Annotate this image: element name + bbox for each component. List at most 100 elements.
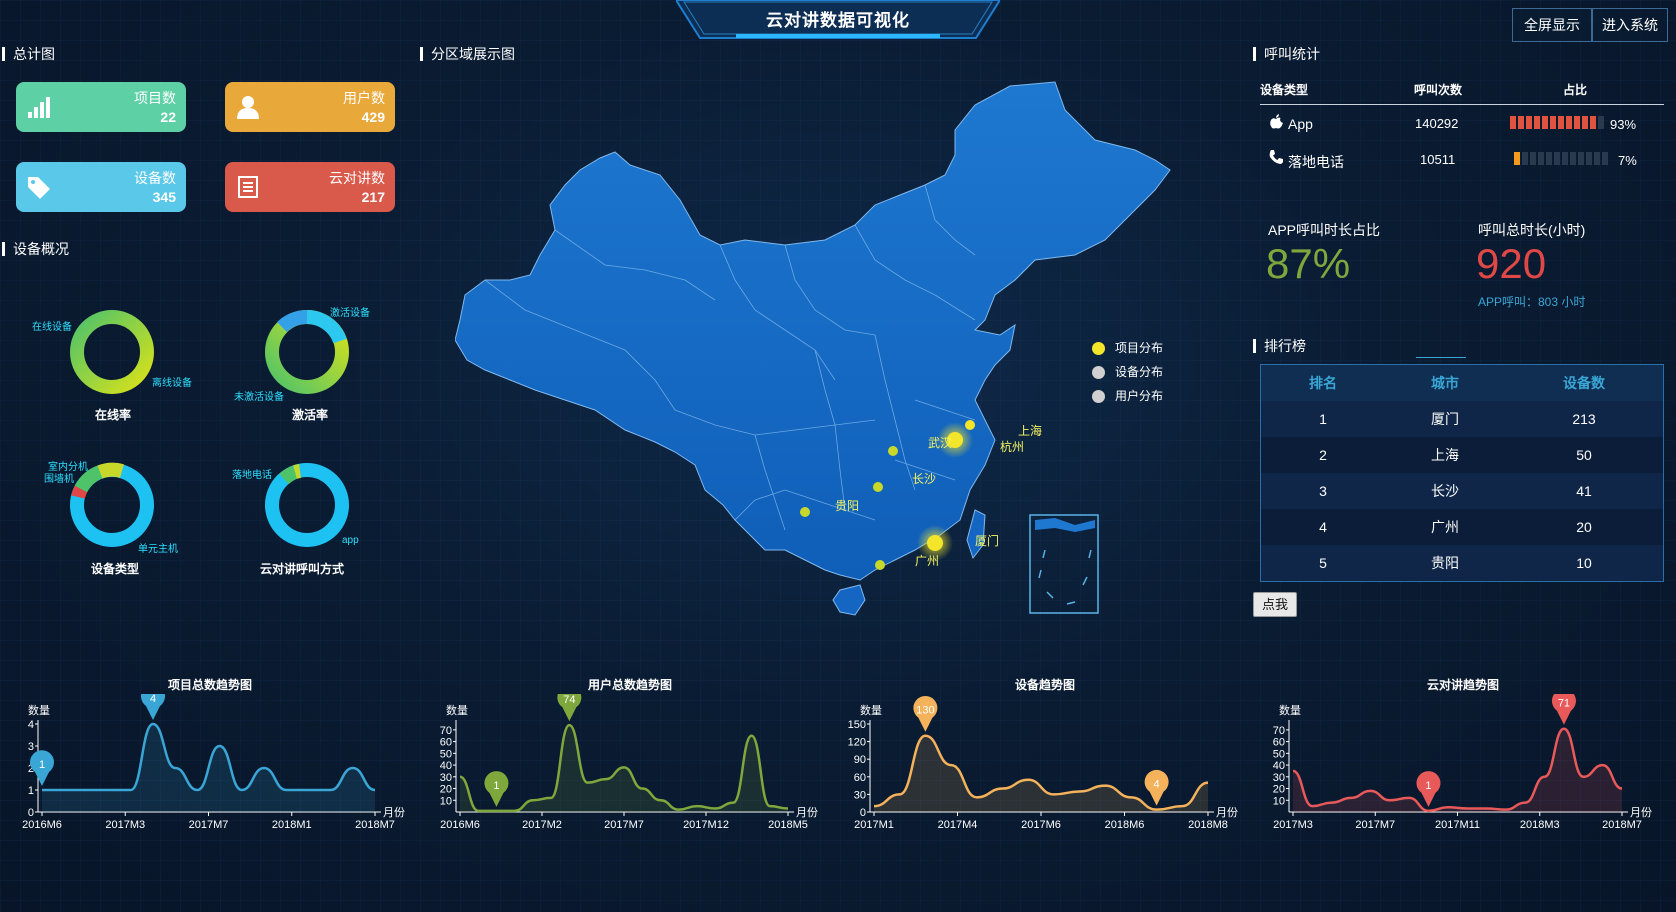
col-header-ratio: 占比	[1563, 83, 1588, 97]
legend-item-device[interactable]: 设备分布	[1092, 360, 1163, 384]
changsha-point[interactable]	[873, 482, 883, 492]
intercom-count-card[interactable]: 云对讲数 217	[225, 162, 395, 212]
map-section-title: 分区域展示图	[420, 47, 515, 61]
legend-item-user[interactable]: 用户分布	[1092, 384, 1163, 408]
col-header-type: 设备类型	[1260, 83, 1309, 97]
ranking-title: 排行榜	[1253, 339, 1306, 353]
fullscreen-button[interactable]: 全屏显示	[1512, 8, 1592, 42]
marker-label: 1	[39, 759, 45, 771]
xiamen-point[interactable]	[927, 535, 943, 551]
city-label-guiyang: 贵阳	[835, 499, 860, 513]
card-value: 429	[361, 109, 385, 125]
table-row[interactable]: 5 贵阳 10	[1261, 545, 1663, 581]
device-overview-title: 设备概况	[2, 242, 69, 256]
project-count-card[interactable]: 项目数 22	[16, 82, 186, 132]
card-value: 22	[160, 109, 176, 125]
china-map[interactable]	[455, 80, 1215, 670]
hainan-island	[832, 584, 866, 616]
x-tick-label: 2017M3	[1273, 819, 1313, 831]
ratio-bar-segment	[1598, 116, 1604, 129]
chart-title: 用户总数趋势图	[587, 678, 672, 692]
y-axis-label: 数量	[860, 704, 882, 717]
province-borders	[484, 184, 976, 531]
x-tick-label: 2017M2	[522, 819, 562, 831]
legend-dot	[1092, 389, 1105, 403]
series-line	[873, 734, 1209, 811]
x-tick-label: 2017M7	[1355, 819, 1395, 831]
donut-label: 室内分机	[48, 462, 88, 473]
device-count-card[interactable]: 设备数 345	[16, 162, 186, 212]
ratio-bar-segment	[1578, 152, 1584, 165]
ratio-bar-segment	[1530, 152, 1536, 165]
x-tick-label: 2017M1	[854, 819, 894, 831]
count-cell: 50	[1576, 447, 1592, 463]
marker-label: 74	[563, 694, 575, 706]
y-tick-label: 90	[854, 754, 866, 766]
y-tick-label: 70	[440, 725, 452, 737]
rank-cell: 3	[1319, 483, 1327, 499]
marker-pin	[141, 694, 165, 720]
marker-label: 1	[493, 780, 499, 792]
series-area	[874, 735, 1208, 812]
y-tick-label: 30	[854, 789, 866, 801]
marker-label: 4	[150, 694, 156, 705]
guangzhou-point[interactable]	[875, 560, 885, 570]
y-tick-label: 50	[440, 748, 452, 760]
card-label: 用户数	[343, 90, 385, 106]
donut-label: 落地电话	[232, 470, 272, 481]
app-ratio-label: APP呼叫时长占比	[1268, 222, 1381, 238]
guiyang-point[interactable]	[800, 507, 810, 517]
ratio-bar-segment	[1514, 152, 1520, 165]
wuhan-point[interactable]	[888, 446, 898, 456]
city-header: 城市	[1431, 375, 1459, 391]
user-icon	[237, 96, 259, 119]
x-axis-label: 月份	[383, 806, 405, 819]
table-row[interactable]: 1 厦门 213	[1261, 401, 1663, 437]
card-label: 云对讲数	[329, 170, 385, 186]
ratio-bar-segment	[1510, 116, 1516, 129]
shanghai-point[interactable]	[965, 420, 975, 430]
chart-title: 云对讲趋势图	[1426, 678, 1499, 692]
click-me-button[interactable]: 点我	[1253, 592, 1297, 617]
rank-cell: 1	[1319, 411, 1327, 427]
ratio-bar-segment	[1570, 152, 1576, 165]
y-tick-label: 70	[1273, 725, 1285, 737]
x-tick-label: 2016M6	[440, 819, 480, 831]
donut-label: app	[342, 535, 359, 546]
count-header: 设备数	[1563, 375, 1605, 391]
ratio-bar-segment	[1546, 152, 1552, 165]
table-row[interactable]: 2 上海 50	[1261, 437, 1663, 473]
user-count-card[interactable]: 用户数 429	[225, 82, 395, 132]
app-ratio-value: 87%	[1266, 240, 1351, 287]
y-tick-label: 150	[848, 719, 866, 731]
ratio-bar-segment	[1538, 152, 1544, 165]
x-tick-label: 2017M11	[1435, 819, 1480, 831]
marker-pin	[484, 771, 509, 807]
x-tick-label: 2017M4	[938, 819, 978, 831]
city-label-changsha: 长沙	[912, 472, 937, 486]
table-row[interactable]: 3 长沙 41	[1261, 473, 1663, 509]
ratio-bar-landline	[1514, 152, 1610, 165]
ratio-bar-segment	[1602, 152, 1608, 165]
legend-item-project[interactable]: 项目分布	[1092, 336, 1163, 360]
ratio-bar-segment	[1550, 116, 1556, 129]
x-tick-label: 2018M1	[272, 819, 312, 831]
y-tick-label: 10	[440, 795, 452, 807]
count-cell: 213	[1572, 411, 1596, 427]
enter-system-button[interactable]: 进入系统	[1592, 8, 1668, 42]
y-tick-label: 120	[848, 737, 866, 749]
apple-icon	[1270, 114, 1283, 129]
donut-label: 激活设备	[330, 308, 370, 319]
y-axis-label: 数量	[28, 704, 50, 717]
ratio-bar-segment	[1594, 152, 1600, 165]
inset-land	[1035, 518, 1095, 532]
marker-label: 1	[1425, 780, 1431, 792]
ratio-bar-segment	[1574, 116, 1580, 129]
hangzhou-point[interactable]	[947, 432, 963, 448]
x-tick-label: 2018M7	[1602, 819, 1642, 831]
donut-label: 未激活设备	[234, 392, 284, 403]
x-tick-label: 2016M6	[22, 819, 62, 831]
city-label-xiamen: 厦门	[975, 534, 1000, 548]
table-row[interactable]: 4 广州 20	[1261, 509, 1663, 545]
call-type-app: App	[1288, 116, 1313, 132]
